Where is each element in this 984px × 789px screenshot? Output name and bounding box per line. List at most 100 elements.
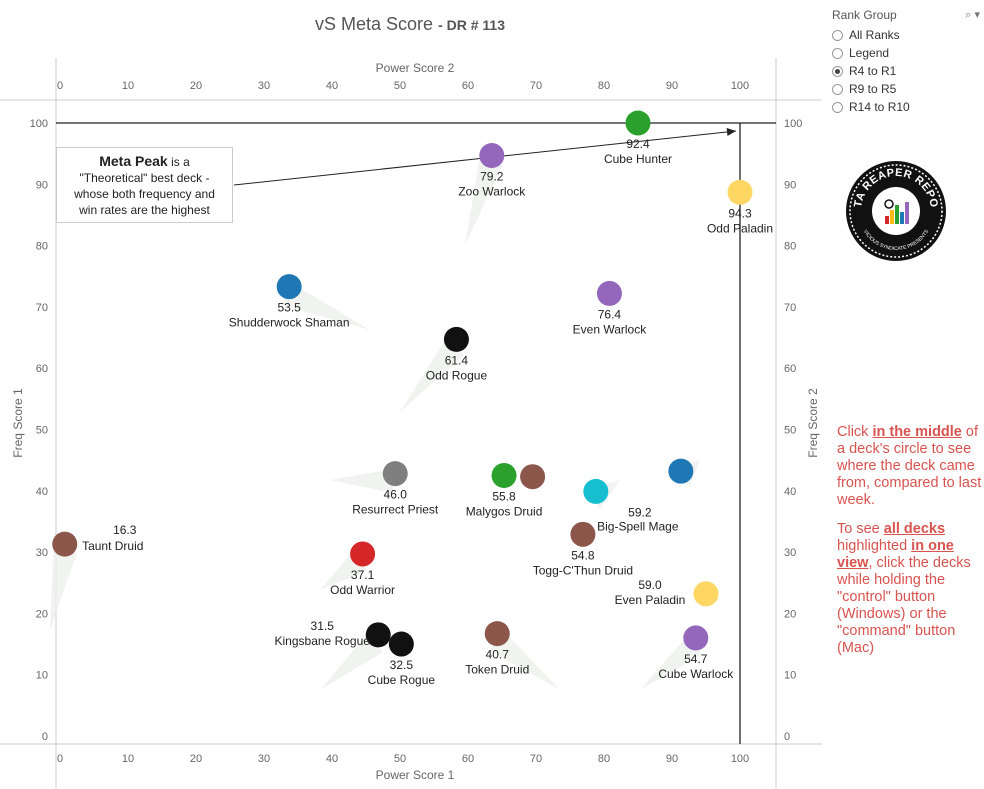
deck-point[interactable] bbox=[52, 531, 78, 557]
instructions-panel: Click in the middle of a deck's circle t… bbox=[837, 424, 984, 669]
y-tick-label: 20 bbox=[36, 608, 48, 620]
deck-point[interactable] bbox=[388, 631, 414, 657]
x-tick-label: 50 bbox=[394, 753, 406, 765]
deck-name-label: Odd Rogue bbox=[426, 368, 488, 382]
deck-name-label: Taunt Druid bbox=[82, 539, 143, 553]
deck-name-label: Odd Warrior bbox=[330, 583, 395, 597]
y-axis-title: Freq Score 1 bbox=[11, 388, 25, 458]
deck-score-label: 37.1 bbox=[351, 568, 375, 582]
deck-score-label: 53.5 bbox=[277, 301, 301, 315]
x2-tick-label: 0 bbox=[57, 80, 63, 92]
scatter-plot: 0010102020303040405050606070708080909010… bbox=[0, 58, 822, 789]
deck-point[interactable] bbox=[365, 622, 391, 648]
deck-point[interactable] bbox=[520, 464, 546, 490]
y2-tick-label: 20 bbox=[784, 608, 796, 620]
deck-point[interactable] bbox=[693, 581, 719, 607]
deck-name-label: Odd Paladin bbox=[707, 221, 773, 235]
x2-axis-title: Power Score 2 bbox=[376, 61, 455, 75]
deck-score-label: 55.8 bbox=[492, 489, 516, 503]
trail-shade bbox=[640, 635, 703, 690]
deck-point[interactable] bbox=[596, 280, 622, 306]
trail-shade bbox=[330, 469, 394, 493]
rank-option-all-ranks[interactable]: All Ranks bbox=[832, 26, 980, 44]
meta-peak-line3: whose both frequency and bbox=[74, 187, 215, 201]
rank-option-label: R9 to R5 bbox=[849, 82, 897, 96]
deck-point[interactable] bbox=[727, 179, 753, 205]
y-tick-label: 100 bbox=[30, 118, 48, 130]
radio-button[interactable] bbox=[832, 29, 843, 41]
chart-title-suffix: - DR # 113 bbox=[438, 17, 505, 33]
deck-name-label: Cube Warlock bbox=[658, 667, 734, 681]
chart-title: vS Meta Score - DR # 113 bbox=[0, 14, 820, 35]
x2-tick-label: 100 bbox=[731, 80, 749, 92]
y2-tick-label: 40 bbox=[784, 486, 796, 498]
axis-ticks: 0010102020303040405050606070708080909010… bbox=[30, 80, 803, 765]
y-tick-label: 60 bbox=[36, 363, 48, 375]
deck-score-label: 79.2 bbox=[480, 169, 504, 183]
deck-point[interactable] bbox=[491, 462, 517, 488]
instructions-emphasis-all-decks: all decks bbox=[883, 521, 946, 537]
y-tick-label: 30 bbox=[36, 547, 48, 559]
y2-axis-title: Freq Score 2 bbox=[806, 388, 820, 458]
radio-button[interactable] bbox=[832, 101, 843, 113]
y2-tick-label: 70 bbox=[784, 302, 796, 314]
radio-button[interactable] bbox=[832, 47, 843, 59]
deck-point[interactable] bbox=[443, 326, 469, 352]
radio-button[interactable] bbox=[832, 83, 843, 95]
x-tick-label: 30 bbox=[258, 753, 270, 765]
trail-shades bbox=[50, 158, 703, 690]
deck-point[interactable] bbox=[668, 458, 694, 484]
deck-point[interactable] bbox=[382, 461, 408, 487]
deck-point[interactable] bbox=[583, 478, 609, 504]
trail-shade bbox=[400, 339, 465, 412]
x2-tick-label: 10 bbox=[122, 80, 134, 92]
deck-point[interactable] bbox=[276, 274, 302, 300]
deck-point[interactable] bbox=[350, 541, 376, 567]
x2-tick-label: 60 bbox=[462, 80, 474, 92]
chart-title-main: vS Meta Score bbox=[315, 14, 434, 34]
deck-name-label: Even Paladin bbox=[615, 593, 686, 607]
instructions-paragraph-2: To see all decks highlighted in one view… bbox=[837, 521, 971, 656]
data-reaper-logo: DATA REAPER REPORT VICIOUS SYNDICATE PRE… bbox=[845, 160, 946, 261]
deck-name-label: Zoo Warlock bbox=[458, 184, 526, 198]
x-tick-label: 0 bbox=[57, 753, 63, 765]
x2-tick-label: 70 bbox=[530, 80, 542, 92]
search-dropdown-icon[interactable]: ⌕ ▾ bbox=[965, 9, 980, 21]
deck-point[interactable] bbox=[625, 110, 651, 136]
instructions-emphasis-middle: in the middle bbox=[872, 424, 962, 440]
trail-shade bbox=[320, 633, 383, 690]
deck-point[interactable] bbox=[479, 142, 505, 168]
deck-name-label: Togg-C'Thun Druid bbox=[533, 563, 633, 577]
deck-name-label: Cube Hunter bbox=[604, 152, 672, 166]
rank-option-r14-to-r10[interactable]: R14 to R10 bbox=[832, 98, 980, 116]
rank-option-legend[interactable]: Legend bbox=[832, 44, 980, 62]
y2-tick-label: 60 bbox=[784, 363, 796, 375]
deck-point[interactable] bbox=[570, 521, 596, 547]
meta-peak-arrow-head bbox=[726, 127, 736, 136]
deck-score-label: 59.2 bbox=[628, 505, 652, 519]
deck-name-label: Even Warlock bbox=[573, 322, 648, 336]
deck-score-label: 94.3 bbox=[728, 206, 752, 220]
deck-score-label: 46.0 bbox=[384, 488, 408, 502]
rank-option-r4-to-r1[interactable]: R4 to R1 bbox=[832, 62, 980, 80]
y2-tick-label: 30 bbox=[784, 547, 796, 559]
deck-score-label: 40.7 bbox=[486, 648, 510, 662]
rank-group-options: All Ranks Legend R4 to R1 R9 to R5 R14 to R1… bbox=[832, 26, 980, 116]
trail-shade bbox=[282, 282, 370, 330]
deck-score-label: 59.0 bbox=[638, 578, 662, 592]
deck-point[interactable] bbox=[683, 625, 709, 651]
radio-button[interactable] bbox=[832, 65, 843, 77]
x-tick-label: 70 bbox=[530, 753, 542, 765]
deck-score-label: 61.4 bbox=[445, 353, 469, 367]
x-tick-label: 100 bbox=[731, 753, 749, 765]
y-tick-label: 50 bbox=[36, 425, 48, 437]
x2-tick-label: 20 bbox=[190, 80, 202, 92]
rank-option-r9-to-r5[interactable]: R9 to R5 bbox=[832, 80, 980, 98]
deck-name-label: Token Druid bbox=[465, 663, 529, 677]
meta-peak-annotation: Meta Peak is a "Theoretical" best deck -… bbox=[56, 147, 233, 223]
x2-tick-label: 90 bbox=[666, 80, 678, 92]
instructions-emphasis-one-view: in one view bbox=[837, 538, 954, 571]
meta-peak-line2: "Theoretical" best deck - bbox=[79, 171, 210, 185]
deck-point[interactable] bbox=[484, 621, 510, 647]
